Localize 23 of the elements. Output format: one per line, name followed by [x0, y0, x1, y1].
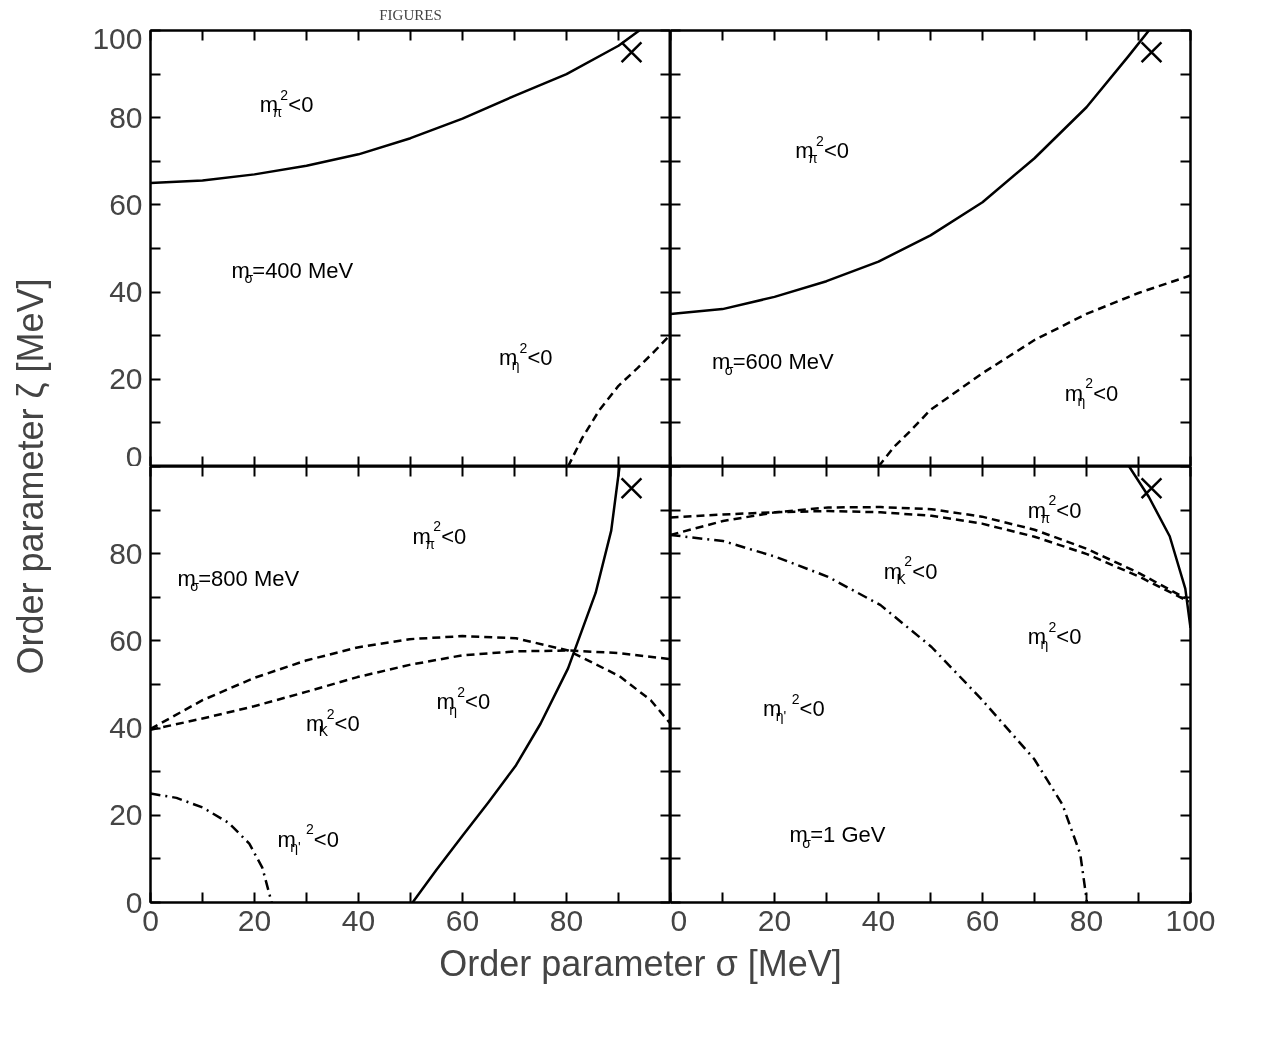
chart-title: FIGURES	[379, 6, 442, 23]
x-tick-label: 20	[237, 903, 272, 937]
y-tick-label: 20	[109, 362, 143, 396]
x-tick-label: 60	[965, 903, 1000, 937]
y-axis-title: Order parameter ζ [MeV]	[10, 278, 51, 675]
y-tick-label: 80	[109, 536, 143, 570]
x-tick-label: 40	[861, 903, 896, 937]
x-tick-label: 20	[757, 903, 792, 937]
y-tick-label: 40	[109, 711, 143, 745]
y-tick-label: 0	[125, 439, 143, 473]
y-tick-label: 60	[109, 187, 143, 221]
x-tick-label: 80	[549, 903, 584, 937]
y-tick-label: 20	[109, 798, 143, 832]
y-tick-label: 60	[109, 623, 143, 657]
x-tick-label: 40	[341, 903, 376, 937]
y-tick-label: 40	[109, 275, 143, 309]
x-tick-label: 100	[1165, 903, 1216, 937]
x-tick-label: 80	[1069, 903, 1104, 937]
x-tick-label: 60	[445, 903, 480, 937]
x-tick-label: 0	[670, 903, 688, 937]
y-tick-label: 100	[92, 21, 143, 55]
x-axis-title: Order parameter σ [MeV]	[439, 943, 842, 984]
y-tick-label: 80	[109, 100, 143, 134]
